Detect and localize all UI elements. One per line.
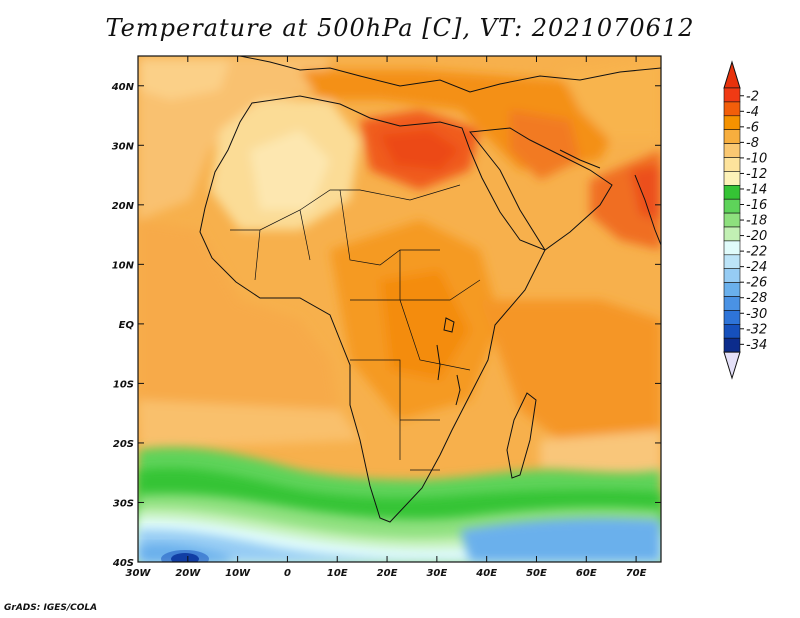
lon-tick-label: 40E: [475, 568, 497, 579]
colorbar-swatch: [723, 310, 741, 325]
colorbar-swatch: [723, 226, 741, 242]
lat-tick-label: 40N: [111, 82, 135, 93]
colorbar-label: -24: [746, 260, 767, 275]
persian-gulf-coastline: [559, 149, 601, 169]
colorbar-label: -22: [746, 245, 767, 260]
latitude-labels: 40N 30N 20N 10N EQ 10S 20S 30S 40S: [111, 82, 135, 569]
lon-tick-label: 30W: [126, 568, 152, 579]
lake-malawi: [455, 374, 461, 406]
colorbar-swatch: [723, 212, 741, 228]
lon-tick-label: 70E: [626, 568, 647, 579]
lat-tick-label: EQ: [119, 320, 135, 331]
colorbar-label: -26: [746, 276, 767, 291]
lon-tick-label: 30E: [426, 568, 447, 579]
axis-ticks: [137, 56, 661, 563]
colorbar-label: -2: [746, 89, 759, 104]
lat-tick-label: 30S: [113, 498, 134, 509]
colorbar-label: -34: [746, 338, 767, 353]
lon-tick-label: 10E: [327, 568, 348, 579]
colorbar-label: -20: [746, 229, 767, 244]
colorbar-swatch: [723, 254, 741, 270]
lon-tick-label: 20W: [175, 568, 201, 579]
lake-tanganyika: [436, 344, 441, 381]
coastlines: [199, 56, 661, 523]
europe-coastline: [239, 56, 661, 93]
colorbar-label: -16: [746, 198, 767, 213]
colorbar-swatch: [723, 268, 741, 283]
longitude-labels: 30W 20W 10W 0 10E 20E 30E 40E 50E 60E 70E: [126, 568, 647, 579]
colorbar-swatch: [723, 323, 741, 339]
temperature-field: [138, 56, 661, 562]
madagascar-coastline: [506, 392, 537, 479]
map-frame: [137, 55, 662, 563]
border-lines: [230, 184, 481, 471]
lat-tick-label: 20N: [112, 201, 135, 212]
credit-text: GrADS: IGES/COLA: [4, 603, 98, 613]
colorbar-swatch: [723, 337, 741, 353]
colorbar-label: -18: [746, 214, 767, 229]
lake-victoria: [443, 317, 455, 333]
colorbar-top-tip: [723, 60, 741, 89]
colorbar-swatch: [723, 185, 741, 200]
colorbar-label: -6: [746, 120, 759, 135]
colorbar-swatch: [723, 296, 741, 311]
lat-tick-label: 40S: [112, 558, 134, 569]
colorbar-swatch: [723, 143, 741, 158]
colorbar-label: -14: [746, 182, 767, 197]
colorbar-label: -28: [746, 291, 767, 306]
colorbar-swatch: [723, 101, 741, 117]
lat-tick-label: 20S: [113, 439, 134, 450]
colorbar-swatch: [723, 171, 741, 186]
lat-tick-label: 30N: [112, 141, 135, 152]
lon-tick-label: 10W: [225, 568, 251, 579]
lon-tick-label: 50E: [526, 568, 547, 579]
colorbar-swatch: [723, 157, 741, 172]
colorbar-swatch: [723, 129, 741, 144]
colorbar-label: -4: [746, 105, 759, 120]
map-title: Temperature at 500hPa [C], VT: 202107061…: [105, 14, 695, 42]
india-coastline: [634, 174, 661, 246]
lon-tick-label: 0: [284, 568, 291, 579]
lat-tick-label: 10S: [113, 379, 134, 390]
colorbar-label: -32: [746, 322, 767, 337]
lat-tick-label: 10N: [112, 260, 135, 271]
arabia-coastline: [469, 127, 613, 251]
lon-tick-label: 60E: [576, 568, 597, 579]
colorbar-label: -12: [746, 167, 767, 182]
colorbar-swatch: [723, 198, 741, 214]
colorbar-swatch: [723, 240, 741, 256]
colorbar-label: -8: [746, 136, 759, 151]
colorbar: [723, 60, 741, 380]
colorbar-label: -30: [746, 307, 767, 322]
colorbar-labels: -2-4-6-8-10-12-14-16-18-20-22-24-26-28-3…: [740, 89, 767, 353]
colorbar-swatch: [723, 115, 741, 131]
africa-coastline: [199, 95, 546, 523]
colorbar-bottom-tip: [723, 351, 741, 380]
lon-tick-label: 20E: [377, 568, 398, 579]
colorbar-label: -10: [746, 151, 767, 166]
colorbar-swatch: [723, 87, 741, 103]
colorbar-swatch: [723, 282, 741, 297]
